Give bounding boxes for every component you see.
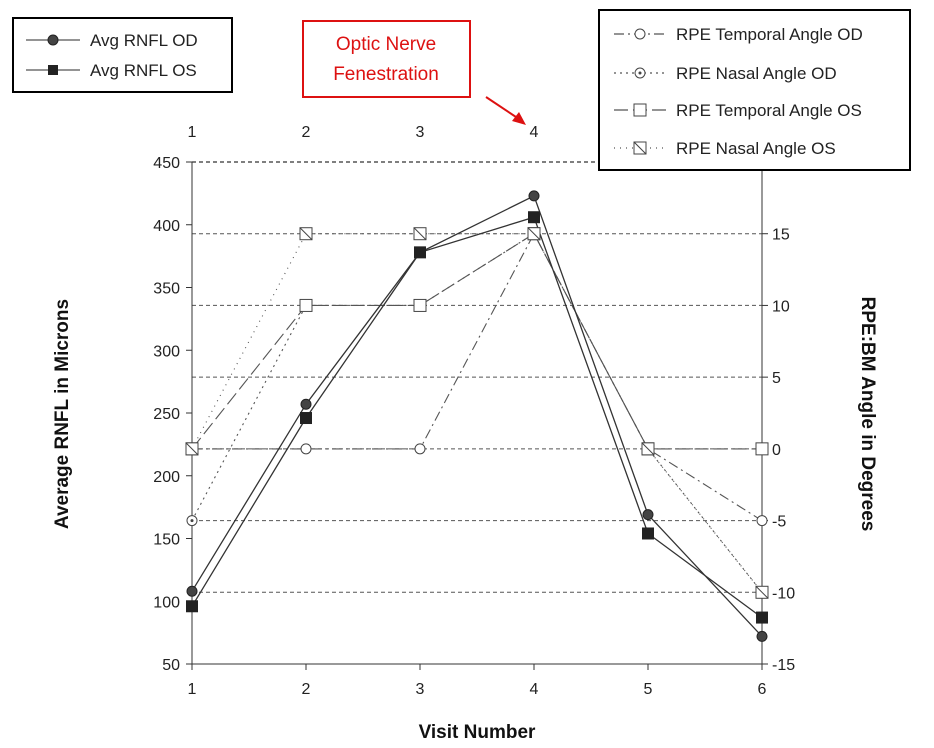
data-point — [756, 630, 768, 642]
data-point-diagonal — [185, 442, 199, 456]
x-tick-label: 4 — [530, 681, 539, 698]
data-point — [755, 442, 769, 456]
y-tick-label: 50 — [162, 657, 180, 674]
data-point-diagonal — [641, 442, 655, 456]
series-markers — [185, 190, 769, 642]
y-tick-label: 450 — [153, 155, 180, 172]
legend-marker-square-filled — [48, 65, 58, 75]
data-point — [414, 443, 426, 455]
top-tick-label: 4 — [530, 124, 539, 141]
series-line — [191, 216, 763, 619]
y2-tick-label: 0 — [772, 442, 781, 459]
x-axis-title: Visit Number — [419, 722, 536, 743]
legend-right: RPE Temporal Angle OD RPE Nasal Angle OD… — [598, 9, 911, 171]
data-point — [756, 515, 768, 527]
data-point — [642, 509, 654, 521]
top-tick-label: 2 — [302, 124, 311, 141]
annotation-line-1: Optic Nerve — [336, 34, 436, 55]
data-point — [528, 190, 540, 202]
y-tick-label: 250 — [153, 406, 180, 423]
top-tick-label: 3 — [416, 124, 425, 141]
y-tick-label: 400 — [153, 218, 180, 235]
y2-tick-label: 10 — [772, 298, 790, 315]
y2-tick-label: 5 — [772, 370, 781, 387]
data-point — [300, 412, 312, 425]
y-tick-label: 150 — [153, 532, 180, 549]
x-tick-label: 6 — [758, 681, 767, 698]
legend-right-box — [598, 9, 911, 171]
legend-label-avg-rnfl-od: Avg RNFL OD — [90, 31, 198, 50]
legend-label-rpe-temporal-os: RPE Temporal Angle OS — [676, 101, 862, 120]
data-point — [186, 600, 198, 613]
legend-label-rpe-nasal-od: RPE Nasal Angle OD — [676, 64, 837, 83]
legend-label-rpe-nasal-os: RPE Nasal Angle OS — [676, 139, 836, 158]
y-tick-label: 100 — [153, 594, 180, 611]
y2-tick-label: 15 — [772, 227, 790, 244]
top-tick-label: 1 — [188, 124, 197, 141]
legend-marker-circle-open — [634, 28, 646, 40]
series-lines — [191, 194, 763, 637]
data-point-diagonal — [755, 585, 769, 599]
data-point — [300, 443, 312, 455]
y-tick-label: 200 — [153, 469, 180, 486]
annotation-box — [302, 20, 471, 98]
y-axis-title: Average RNFL in Microns — [52, 299, 73, 529]
x-tick-label: 1 — [188, 681, 197, 698]
y-tick-label: 300 — [153, 343, 180, 360]
legend-marker-square-x-diag — [633, 141, 647, 155]
y2-tick-label: -10 — [772, 585, 795, 602]
annotation-optic-nerve: Optic Nerve Fenestration — [302, 20, 526, 125]
top-x-ticks: 1 2 3 4 — [188, 124, 539, 141]
data-point — [642, 527, 654, 540]
data-point-diagonal — [527, 227, 541, 241]
data-point — [528, 211, 540, 224]
data-point-diagonal — [299, 227, 313, 241]
y2-tick-label: -5 — [772, 514, 786, 531]
annotation-arrow-shaft — [485, 96, 520, 120]
legend-label-rpe-temporal-od: RPE Temporal Angle OD — [676, 25, 863, 44]
right-y-ticks: -15 -10 -5 0 5 10 15 — [762, 227, 795, 674]
data-point — [186, 585, 198, 597]
data-point — [413, 298, 427, 312]
legend-left-box — [12, 17, 233, 93]
bottom-x-ticks: 1 2 3 4 5 6 — [188, 664, 767, 698]
legend-left: Avg RNFL OD Avg RNFL OS — [12, 17, 233, 93]
x-tick-label: 5 — [644, 681, 653, 698]
x-tick-label: 2 — [302, 681, 311, 698]
data-point-diagonal — [413, 227, 427, 241]
y-tick-label: 350 — [153, 281, 180, 298]
annotation-arrowhead — [512, 112, 526, 125]
y2-tick-label: -15 — [772, 657, 795, 674]
series-line — [191, 194, 763, 637]
left-y-ticks: 50 100 150 200 250 300 350 400 450 — [153, 155, 192, 674]
legend-marker-circle-dot-center — [638, 71, 642, 75]
data-point — [414, 246, 426, 259]
data-point — [299, 298, 313, 312]
legend-marker-square-open — [633, 103, 647, 117]
data-point — [300, 398, 312, 410]
legend-marker-circle-filled — [47, 34, 59, 46]
series-line — [191, 232, 762, 450]
legend-label-avg-rnfl-os: Avg RNFL OS — [90, 61, 197, 80]
y2-axis-title: RPE:BM Angle in Degrees — [857, 297, 878, 532]
series-line — [191, 233, 763, 593]
data-point-center — [190, 519, 194, 523]
annotation-line-2: Fenestration — [333, 64, 439, 85]
data-point — [756, 611, 768, 624]
x-tick-label: 3 — [416, 681, 425, 698]
